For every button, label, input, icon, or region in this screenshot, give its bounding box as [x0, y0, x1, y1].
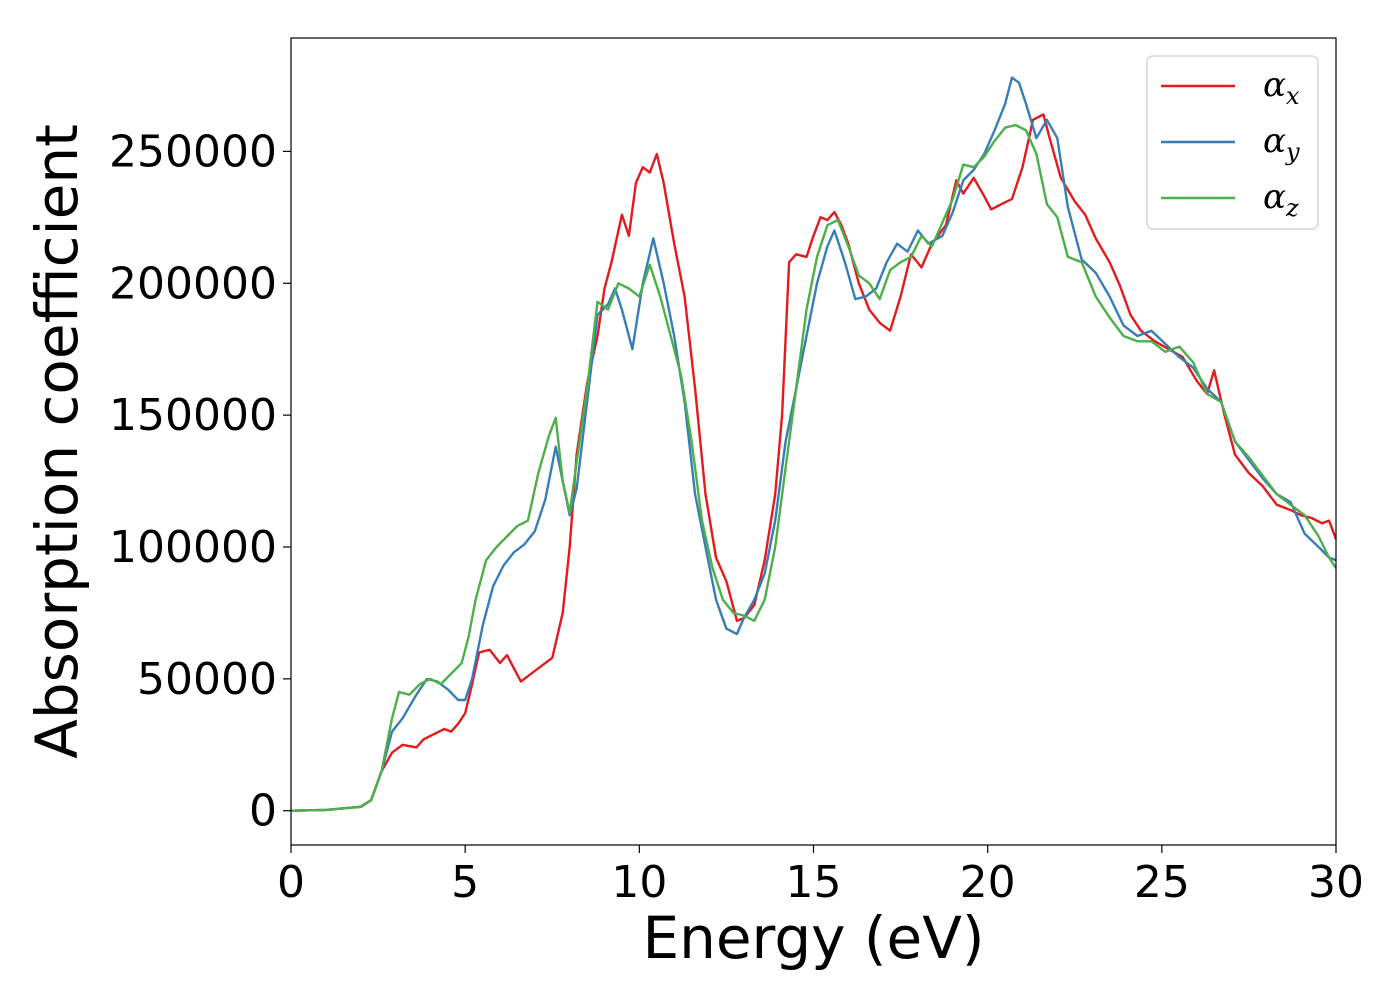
legend-label-x: αx — [1263, 65, 1300, 110]
legend-label-y: αy — [1263, 121, 1300, 166]
x-tick-label: 10 — [611, 857, 667, 908]
series-line-y — [291, 76, 1336, 812]
x-tick-label: 15 — [786, 857, 842, 908]
y-axis-title: Absorption coefficient — [23, 124, 91, 759]
y-tick-label: 150000 — [109, 390, 277, 441]
series-layer — [291, 76, 1336, 812]
y-tick-label: 250000 — [109, 126, 277, 177]
y-tick-label: 200000 — [109, 258, 277, 309]
x-axis-title: Energy (eV) — [642, 904, 984, 972]
x-tick-label: 0 — [277, 857, 305, 908]
series-line-z — [291, 123, 1336, 812]
ticks-layer: 0 5 10 15 20 25 30 0 50000 100000 150000 200000 2500… — [109, 126, 1364, 908]
x-tick-label: 25 — [1134, 857, 1190, 908]
series-line-x — [291, 113, 1336, 812]
x-tick-label: 30 — [1308, 857, 1364, 908]
legend: αx αy αz — [1146, 55, 1319, 230]
x-tick-label: 20 — [960, 857, 1016, 908]
y-tick-label: 100000 — [109, 522, 277, 573]
legend-label-z: αz — [1263, 177, 1299, 222]
y-tick-label: 50000 — [137, 654, 277, 705]
y-tick-label: 0 — [249, 786, 277, 837]
x-tick-label: 5 — [451, 857, 479, 908]
